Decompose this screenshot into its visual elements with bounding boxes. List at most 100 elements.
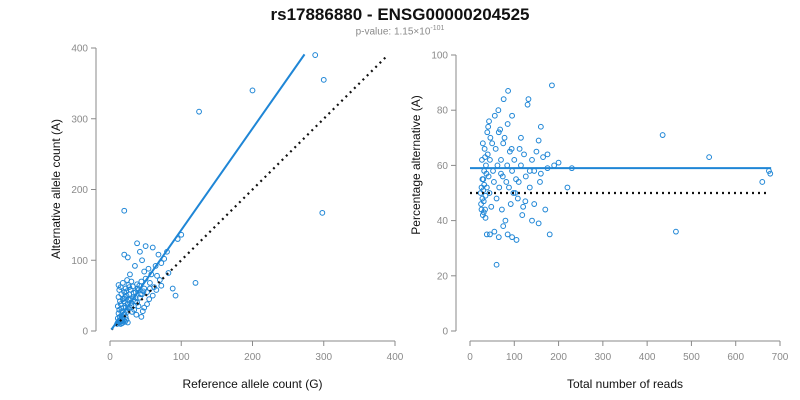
left-x-tick-label: 100 bbox=[173, 352, 190, 363]
right-data-point bbox=[483, 170, 490, 177]
left-data-point bbox=[154, 272, 160, 279]
left-data-point bbox=[122, 294, 128, 300]
left-data-point bbox=[133, 311, 140, 318]
right-data-point bbox=[507, 201, 514, 207]
right-data-point bbox=[504, 162, 511, 169]
right-data-point bbox=[480, 198, 487, 205]
left-data-point bbox=[172, 292, 179, 299]
right-data-point bbox=[759, 179, 766, 185]
right-x-tick-label: 700 bbox=[772, 352, 789, 363]
left-y-tick-label: 200 bbox=[71, 185, 88, 196]
right-data-point bbox=[502, 217, 509, 224]
left-data-point bbox=[141, 268, 148, 275]
right-data-point bbox=[493, 195, 500, 202]
left-reference-line bbox=[110, 54, 389, 331]
right-data-point bbox=[483, 231, 490, 238]
right-x-tick-label: 300 bbox=[595, 352, 612, 363]
left-data-point bbox=[134, 299, 140, 306]
right-data-point bbox=[535, 137, 542, 144]
right-x-axis-label: Total number of reads bbox=[567, 377, 683, 391]
right-data-point bbox=[521, 151, 527, 158]
right-data-point bbox=[509, 168, 515, 174]
right-data-point bbox=[500, 223, 507, 230]
right-data-point bbox=[483, 162, 489, 169]
right-x-tick-label: 200 bbox=[550, 352, 567, 363]
right-data-point bbox=[533, 148, 540, 155]
right-data-point bbox=[518, 162, 524, 169]
right-data-point bbox=[505, 87, 511, 94]
left-data-point bbox=[121, 251, 128, 258]
right-y-tick-label: 100 bbox=[431, 51, 448, 62]
right-data-point bbox=[518, 134, 524, 141]
left-data-point bbox=[319, 209, 326, 216]
right-data-point bbox=[529, 217, 535, 224]
right-data-point bbox=[497, 126, 504, 133]
right-data-point bbox=[495, 107, 502, 114]
right-data-point bbox=[491, 179, 497, 185]
chart-subtitle: p-value: 1.15×10-101 bbox=[0, 25, 800, 37]
right-data-point bbox=[500, 140, 507, 147]
left-data-point bbox=[141, 304, 148, 311]
right-data-point bbox=[531, 201, 538, 207]
left-data-point bbox=[115, 282, 122, 288]
left-data-point bbox=[121, 207, 128, 214]
right-data-point bbox=[519, 212, 526, 218]
right-data-point bbox=[542, 206, 549, 213]
right-y-tick-label: 60 bbox=[437, 161, 449, 172]
right-data-point bbox=[480, 209, 487, 216]
right-data-point bbox=[564, 184, 571, 191]
left-data-point bbox=[118, 305, 125, 312]
right-data-point bbox=[501, 134, 508, 141]
right-data-point bbox=[486, 118, 492, 125]
right-data-point bbox=[498, 156, 504, 163]
left-data-point bbox=[123, 288, 130, 295]
right-data-point bbox=[537, 170, 544, 177]
right-data-point bbox=[481, 145, 488, 152]
left-y-tick-label: 0 bbox=[82, 327, 88, 338]
p-value-exponent: -101 bbox=[430, 25, 445, 32]
right-data-point bbox=[495, 129, 502, 136]
right-data-point bbox=[491, 228, 498, 235]
left-data-point bbox=[134, 240, 140, 247]
percentage-alternative-scatter-plot: Total number of reads Percentage alterna… bbox=[409, 51, 789, 392]
right-data-point bbox=[524, 101, 531, 108]
right-data-point bbox=[508, 145, 515, 152]
right-data-point bbox=[510, 190, 517, 196]
left-data-point bbox=[147, 279, 153, 286]
right-data-point bbox=[537, 123, 544, 130]
left-data-point bbox=[141, 285, 148, 292]
right-data-point bbox=[500, 96, 507, 103]
right-data-point bbox=[488, 203, 495, 210]
right-data-point bbox=[492, 145, 499, 152]
left-data-point bbox=[196, 108, 202, 115]
right-y-tick-label: 80 bbox=[437, 106, 449, 117]
left-y-tick-label: 300 bbox=[71, 114, 88, 125]
right-x-tick-label: 100 bbox=[506, 352, 523, 363]
left-data-point bbox=[139, 308, 146, 315]
right-data-point bbox=[514, 195, 521, 202]
right-data-point bbox=[525, 96, 532, 103]
right-y-tick-label: 20 bbox=[437, 271, 449, 282]
left-y-tick-label: 100 bbox=[71, 256, 88, 267]
left-data-point bbox=[128, 278, 135, 285]
left-data-point bbox=[153, 287, 160, 293]
right-data-point bbox=[555, 159, 562, 166]
right-y-tick-label: 0 bbox=[442, 327, 448, 338]
left-fit-line bbox=[110, 53, 306, 331]
right-x-tick-label: 0 bbox=[467, 352, 473, 363]
left-data-point bbox=[155, 251, 162, 258]
right-data-point bbox=[496, 184, 503, 191]
right-x-tick-label: 400 bbox=[639, 352, 656, 363]
chart-title: rs17886880 - ENSG00000204525 bbox=[270, 5, 530, 24]
right-data-point bbox=[498, 170, 504, 177]
left-data-point bbox=[312, 52, 319, 58]
right-data-point bbox=[529, 156, 535, 163]
right-data-point bbox=[487, 156, 493, 163]
left-data-point bbox=[192, 279, 199, 286]
right-data-point bbox=[506, 184, 512, 191]
left-data-point bbox=[130, 289, 137, 296]
left-data-point bbox=[149, 292, 156, 299]
left-x-tick-label: 0 bbox=[107, 352, 113, 363]
right-data-point bbox=[515, 179, 522, 185]
